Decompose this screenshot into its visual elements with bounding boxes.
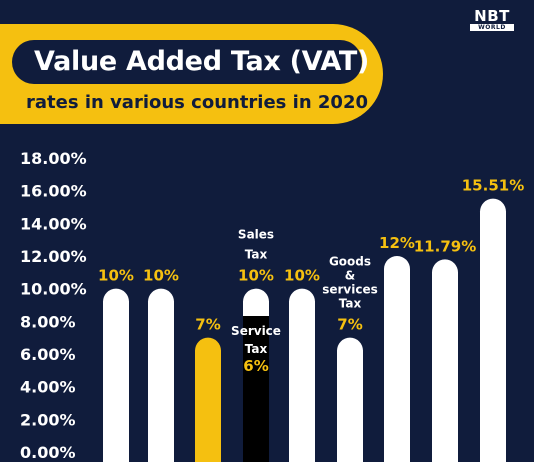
bar [480,198,506,462]
bar [337,337,363,462]
y-tick-label: 6.00% [20,345,76,364]
bar-annotation: & [345,269,355,283]
bar-value-label: 12% [379,234,415,252]
bar [195,337,221,462]
page-title: Value Added Tax (VAT) [34,46,370,77]
logo-sub-text: WORLD [470,24,514,31]
bar [289,288,315,462]
bar [384,256,410,462]
bar-annotation: Service [231,324,281,338]
y-tick-label: 10.00% [20,280,87,299]
bar [148,288,174,462]
y-tick-label: 8.00% [20,312,76,331]
bar-value-label: 10% [143,267,179,285]
bar-annotation: Tax [245,342,268,356]
bar [432,259,458,462]
bar-value-label: 7% [195,316,220,334]
bar-annotation: services [322,283,378,297]
bar-annotation: Tax [245,248,268,262]
page-subtitle: rates in various countries in 2020 [26,92,369,113]
y-tick-label: 4.00% [20,378,76,397]
bar-value-label: 15.51% [462,177,524,195]
logo-main-text: NBT [474,7,510,25]
bar-value-label: 10% [284,267,320,285]
bar-value-label: 10% [98,267,134,285]
bar-annotation: Sales [238,228,274,242]
bar [103,288,129,462]
title-pill [12,40,362,84]
bar-value-label: 6% [243,357,268,375]
y-tick-label: 16.00% [20,182,87,201]
y-tick-label: 14.00% [20,214,87,233]
y-tick-label: 12.00% [20,247,87,266]
y-tick-label: 18.00% [20,149,87,168]
nbt-world-logo: NBT WORLD [470,8,514,31]
bar-value-label: 7% [337,316,362,334]
bar-annotation: Goods [329,255,371,269]
y-tick-label: 0.00% [20,443,76,462]
bar-value-label: 11.79% [414,237,476,255]
bar-value-label: 10% [238,267,274,285]
bar-annotation: Tax [339,297,362,311]
inner-bar [243,316,269,462]
y-tick-label: 2.00% [20,410,76,429]
